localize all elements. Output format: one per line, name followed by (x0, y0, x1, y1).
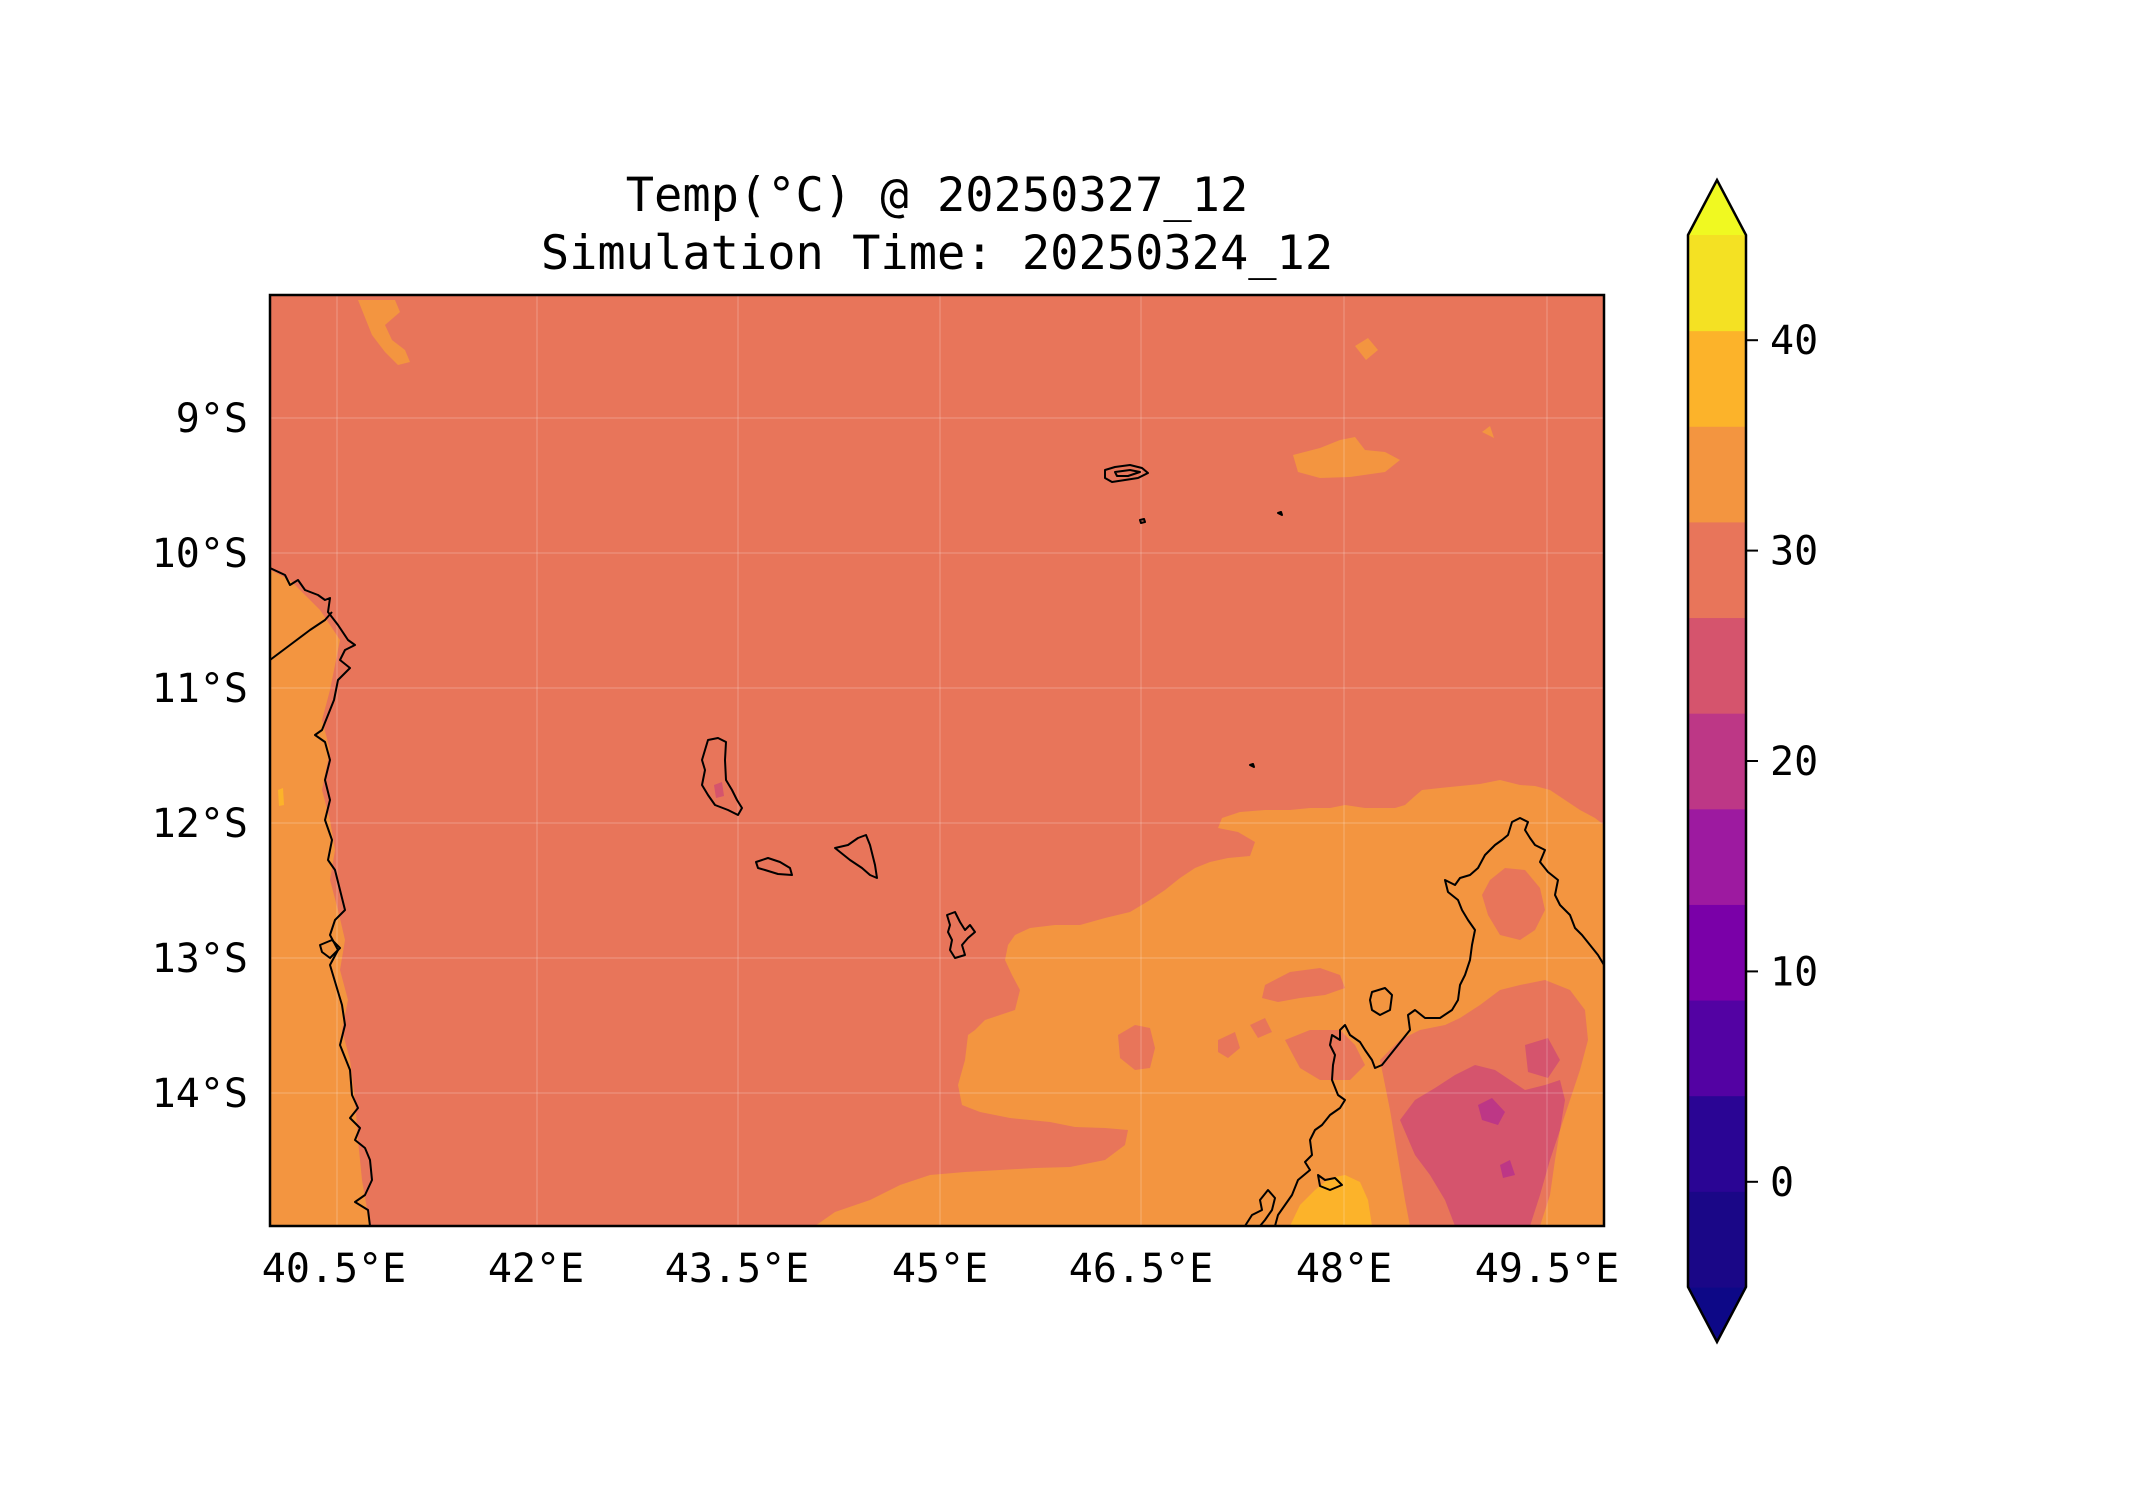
chart-title: Temp(°C) @ 20250327_12 (625, 168, 1249, 223)
colorbar-under-extension (1688, 1287, 1746, 1342)
coastline-glorioso (1249, 763, 1255, 768)
colorbar-tick-label: 0 (1770, 1160, 1794, 1206)
colorbar-bin (1688, 1000, 1746, 1097)
coastline-inlet (319, 939, 341, 959)
coastline-mainland-inland (270, 611, 333, 661)
hot-region (1290, 1175, 1372, 1226)
ocean-patch-5 (1285, 1030, 1365, 1080)
lat-tick-label: 14°S (152, 1071, 248, 1117)
ocean-patch-1 (1262, 968, 1345, 1002)
colorbar-bin (1688, 521, 1746, 619)
colorbar-bin (1688, 1095, 1746, 1192)
colorbar-bin (1688, 330, 1746, 427)
colorbar-tick-label: 20 (1770, 739, 1818, 785)
coastline-cosmoledo (1139, 518, 1146, 524)
ocean-patch-4 (1250, 1018, 1272, 1038)
colorbar-bin (1688, 904, 1746, 1001)
colorbar-tick-label: 30 (1770, 529, 1818, 575)
coastline-madagascar (1274, 817, 1604, 1226)
colorbar-bin (1688, 1191, 1746, 1288)
lat-tick-label: 10°S (152, 531, 248, 577)
lon-tick-label: 42°E (488, 1246, 584, 1292)
colorbar-bin (1688, 617, 1746, 714)
lon-tick-label: 49.5°E (1475, 1246, 1620, 1292)
map-frame (268, 293, 1606, 1228)
warm-blob-small-1 (1355, 338, 1378, 360)
map-axes (268, 293, 1606, 1228)
colorbar: 0 10 20 30 40 (1686, 177, 1818, 1345)
lat-tick-label: 9°S (176, 396, 248, 442)
coastline-grande-comore (701, 737, 743, 816)
coastline-aldabra (1104, 464, 1149, 483)
contour-fields (270, 300, 1604, 1226)
lon-tick-label: 40.5°E (262, 1246, 407, 1292)
lon-tick-label: 48°E (1296, 1246, 1392, 1292)
lon-tick-label: 45°E (892, 1246, 988, 1292)
coastline-moheli (755, 857, 793, 876)
lon-tick-label: 46.5°E (1069, 1246, 1214, 1292)
lat-tick-label: 11°S (152, 666, 248, 712)
chart-subtitle: Simulation Time: 20250324_12 (540, 226, 1334, 281)
coastline-sw-bit (1244, 1189, 1276, 1226)
colorbar-bin (1688, 713, 1746, 810)
coastline-nosy-be (1369, 987, 1393, 1016)
coastline-mainland (270, 567, 373, 1226)
colorbar-bin (1688, 808, 1746, 905)
coastline-anjouan (834, 834, 878, 879)
cool-region-1 (1400, 1065, 1565, 1226)
colorbar-tick-label: 40 (1770, 318, 1818, 364)
lat-tick-label: 13°S (152, 936, 248, 982)
colorbar-bin (1688, 426, 1746, 523)
lat-tick-label: 12°S (152, 801, 248, 847)
coastline-aldabra-inner (1114, 469, 1141, 477)
lon-tick-label: 43.5°E (665, 1246, 810, 1292)
coastlines (270, 464, 1604, 1226)
ocean-patch-3 (1218, 1032, 1240, 1058)
warm-blob-top-left (358, 300, 410, 365)
ocean-patch-6 (1482, 868, 1545, 940)
gridlines (270, 295, 1604, 1226)
ocean-patch-2 (1118, 1025, 1155, 1070)
coastline-astove (1277, 511, 1283, 516)
cool-region-2 (1525, 1038, 1560, 1078)
colorbar-tick-label: 10 (1770, 949, 1818, 995)
coastline-nw-bay (1317, 1174, 1343, 1191)
hot-speck (278, 788, 284, 806)
island-cool-speck (714, 782, 724, 798)
colorbar-over-extension (1688, 180, 1746, 235)
cooler-region-1 (1478, 1098, 1505, 1125)
lon-tick-labels: 40.5°E 42°E 43.5°E 45°E 46.5°E 48°E 49.5… (262, 1246, 1620, 1292)
lat-tick-labels: 9°S 10°S 11°S 12°S 13°S 14°S (152, 396, 248, 1117)
colorbar-bin (1688, 235, 1746, 332)
warm-region-mainland (270, 570, 370, 1226)
coastline-mayotte (946, 911, 976, 959)
colorbar-outline (1686, 177, 1748, 1345)
warm-blob-north-east (1293, 437, 1400, 478)
warm-blob-small-2 (1482, 426, 1494, 438)
cooler-region-2 (1500, 1160, 1515, 1178)
